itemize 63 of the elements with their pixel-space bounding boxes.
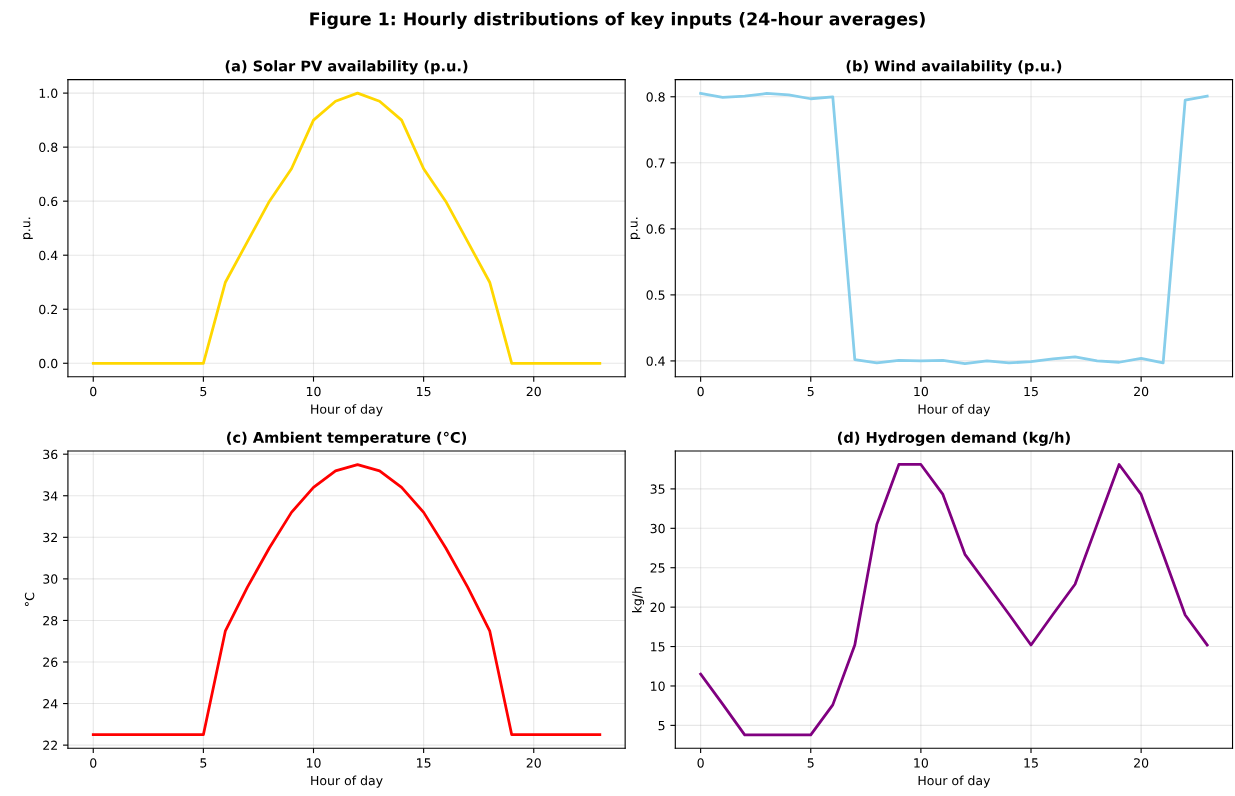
chart-title: (d) Hydrogen demand (kg/h) (837, 431, 1070, 446)
y-tick-label: 0.0 (39, 358, 58, 369)
x-tick-label: 15 (417, 758, 431, 768)
y-tick-label: 34 (43, 491, 58, 501)
x-tick-label: 5 (200, 386, 207, 397)
x-tick-label: 0 (697, 758, 704, 768)
x-tick-label: 0 (90, 758, 97, 768)
x-tick-label: 0 (90, 386, 97, 397)
x-tick-label: 20 (1134, 758, 1149, 768)
line-series (699, 92, 1209, 365)
x-tick-label: 10 (914, 386, 928, 397)
y-tick-label: 0.7 (646, 158, 665, 168)
y-tick-label: 0.2 (39, 304, 57, 315)
y-tick-label: 1.0 (39, 88, 58, 99)
y-axis-title: kg/h (632, 587, 645, 613)
y-tick-label: 36 (43, 449, 58, 460)
x-tick-label: 20 (526, 386, 541, 397)
x-tick-label: 20 (1134, 386, 1149, 397)
x-tick-label: 10 (306, 386, 321, 397)
y-tick-label: 0.8 (646, 92, 665, 102)
x-axis-title: Hour of day (918, 404, 991, 417)
x-tick-label: 10 (306, 758, 321, 768)
y-axis-title: °C (24, 592, 35, 606)
x-tick-label: 20 (526, 758, 541, 768)
y-tick-label: 24 (43, 699, 58, 709)
chart-title: (c) Ambient temperature (°C) (227, 431, 467, 446)
line-series (91, 463, 602, 737)
y-tick-label: 20 (650, 602, 665, 613)
y-axis-title: p.u. (630, 217, 641, 239)
line-series (699, 463, 1209, 737)
y-tick-label: 15 (651, 642, 665, 652)
y-tick-label: 30 (43, 574, 58, 584)
y-axis-title: p.u. (23, 217, 33, 239)
x-tick-label: 5 (807, 386, 814, 397)
y-tick-label: 30 (650, 523, 665, 534)
y-tick-label: 0.4 (39, 250, 58, 261)
x-tick-label: 15 (417, 386, 431, 397)
caption: Figure 1: Hourly distributions of key inputs (24-hour averages) (310, 11, 925, 29)
y-tick-label: 10 (651, 681, 665, 691)
x-tick-label: 5 (200, 758, 207, 768)
x-tick-label: 0 (697, 386, 704, 397)
y-tick-label: 0.4 (646, 356, 665, 366)
line-series (91, 91, 602, 365)
y-tick-label: 22 (43, 740, 57, 750)
y-tick-label: 0.8 (39, 142, 58, 153)
chart-title: (b) Wind availability (p.u.) (846, 60, 1062, 75)
y-tick-label: 25 (650, 563, 665, 573)
y-tick-label: 0.5 (646, 290, 665, 300)
y-tick-label: 35 (650, 484, 665, 494)
x-tick-label: 15 (1024, 758, 1038, 768)
y-tick-label: 5 (658, 721, 665, 731)
y-tick-label: 26 (43, 657, 58, 667)
x-tick-label: 15 (1024, 386, 1038, 397)
x-axis-title: Hour of day (918, 775, 991, 788)
y-tick-label: 28 (43, 615, 58, 626)
y-tick-label: 0.6 (646, 224, 665, 234)
y-tick-label: 32 (43, 532, 57, 543)
chart-title: (a) Solar PV availability (p.u.) (225, 60, 468, 75)
x-tick-label: 10 (914, 758, 928, 768)
y-tick-label: 0.6 (39, 196, 58, 207)
x-axis-title: Hour of day (311, 775, 383, 788)
x-axis-title: Hour of day (311, 404, 383, 417)
x-tick-label: 5 (807, 758, 814, 768)
